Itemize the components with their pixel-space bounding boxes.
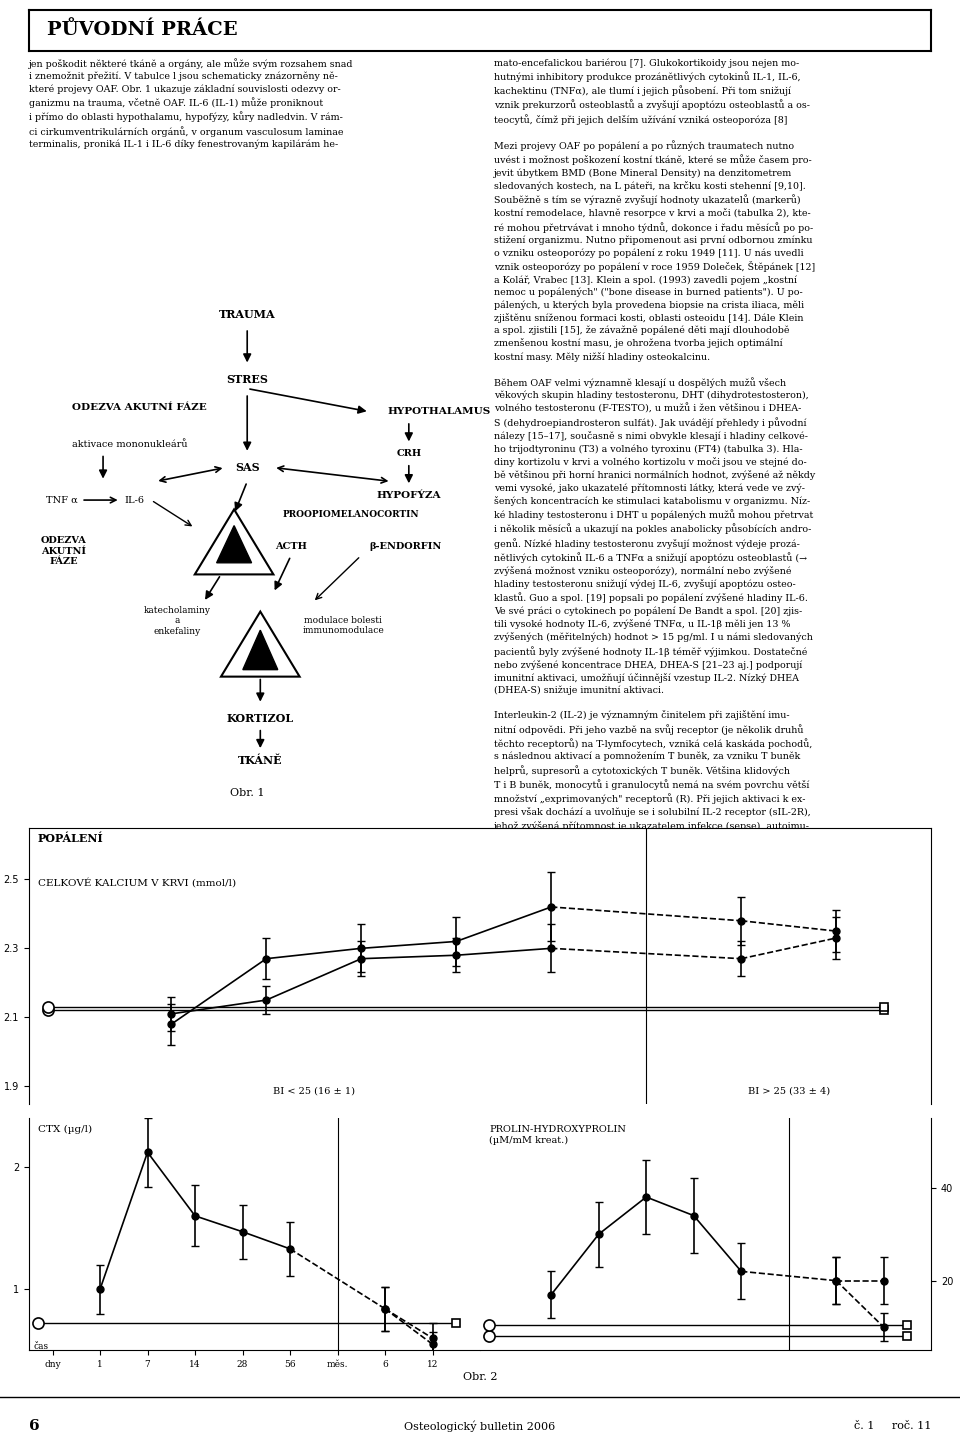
Text: modulace bolesti
immunomodulace: modulace bolesti immunomodulace (302, 616, 384, 635)
Text: BI < 25 (16 ± 1): BI < 25 (16 ± 1) (273, 1086, 355, 1095)
Text: HYPOFÝZA: HYPOFÝZA (376, 491, 441, 499)
Text: ODEZVA
AKUTNÍ
FÁZE: ODEZVA AKUTNÍ FÁZE (41, 536, 86, 566)
Polygon shape (217, 526, 252, 563)
Text: jen poškodit některé tkáně a orgány, ale může svým rozsahem snad
i znemožnit pře: jen poškodit některé tkáně a orgány, ale… (29, 58, 353, 150)
Text: BI > 25 (33 ± 4): BI > 25 (33 ± 4) (748, 1086, 829, 1095)
Polygon shape (243, 630, 277, 669)
Text: č. 1     roč. 11: č. 1 roč. 11 (853, 1422, 931, 1430)
Text: čas: čas (34, 1342, 49, 1352)
Text: 6: 6 (29, 1419, 39, 1433)
Text: ACTH: ACTH (275, 542, 307, 550)
Text: PŮVODNÍ PRÁCE: PŮVODNÍ PRÁCE (47, 22, 237, 39)
Text: Obr. 1: Obr. 1 (230, 788, 264, 799)
Text: TRAUMA: TRAUMA (219, 309, 276, 319)
Text: Obr. 2: Obr. 2 (463, 1372, 497, 1382)
Text: CTX (µg/l): CTX (µg/l) (37, 1125, 92, 1134)
Text: POPÁLENÍ: POPÁLENÍ (37, 833, 104, 844)
Text: SAS: SAS (235, 462, 259, 473)
Text: IL-6: IL-6 (125, 495, 145, 504)
Text: STRES: STRES (227, 373, 268, 385)
Text: TNF α: TNF α (46, 495, 78, 504)
Text: PROOPIOMELANOCORTIN: PROOPIOMELANOCORTIN (282, 510, 419, 518)
Text: katecholaminy
a
enkefaliny: katecholaminy a enkefaliny (144, 605, 211, 636)
Text: CRH: CRH (396, 449, 421, 457)
Text: β-ENDORFIN: β-ENDORFIN (370, 542, 442, 550)
Text: ODEZVA AKUTNÍ FÁZE: ODEZVA AKUTNÍ FÁZE (72, 402, 207, 411)
Text: mato-encefalickou bariérou [7]. Glukokortikoidy jsou nejen mo-
hutnými inhibitor: mato-encefalickou bariérou [7]. Glukokor… (494, 58, 816, 973)
Text: HYPOTHALAMUS: HYPOTHALAMUS (387, 408, 491, 417)
Text: TKÁNĚ: TKÁNĚ (238, 755, 282, 765)
Text: Osteologický bulletin 2006: Osteologický bulletin 2006 (404, 1420, 556, 1432)
Text: aktivace mononukleárů: aktivace mononukleárů (72, 440, 188, 449)
Text: KORTIZOL: KORTIZOL (227, 713, 294, 725)
Text: PROLIN-HYDROXYPROLIN
(µM/mM kreat.): PROLIN-HYDROXYPROLIN (µM/mM kreat.) (489, 1125, 626, 1144)
Text: CELKOVÉ KALCIUM V KRVI (mmol/l): CELKOVÉ KALCIUM V KRVI (mmol/l) (37, 877, 236, 887)
